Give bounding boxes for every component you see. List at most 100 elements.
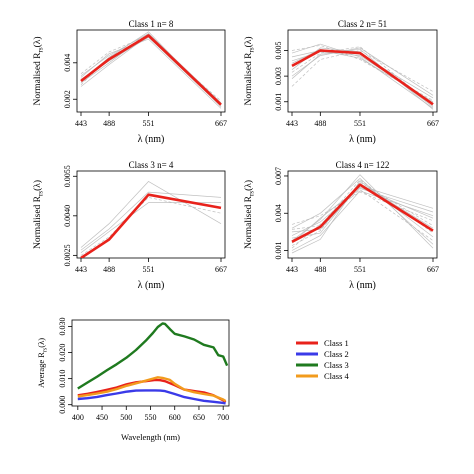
mean-spectrum-line — [291, 49, 434, 106]
y-axis-label: Normalised Rrs(λ) — [243, 36, 256, 105]
legend-label: Class 3 — [324, 360, 349, 370]
series-line-class-2 — [77, 389, 226, 405]
plot-area — [80, 181, 222, 258]
x-tick-label: 500 — [120, 413, 132, 422]
y-tick-label: 0.0040 — [63, 205, 72, 227]
y-tick-label: 0.0025 — [63, 244, 72, 266]
mean-spectrum-line — [80, 193, 222, 258]
y-axis-label-main: Normalised R — [33, 195, 43, 249]
mean-spectrum-line — [80, 34, 222, 106]
x-tick-label: 443 — [75, 265, 87, 274]
x-tick-label: 667 — [427, 265, 439, 274]
individual-spectrum-line — [80, 35, 222, 105]
y-tick-label: 0.0055 — [63, 165, 72, 187]
y-axis-label-subscript: rs — [37, 191, 45, 196]
chart-title: Class 3 n= 4 — [129, 160, 174, 170]
y-tick-label: 0.001 — [274, 93, 283, 111]
chart-title: Class 2 n= 51 — [338, 19, 387, 29]
y-axis-label: Average Rrs(λ) — [36, 338, 49, 388]
x-tick-label: 400 — [72, 413, 84, 422]
individual-spectrum-line — [291, 174, 434, 249]
y-axis-label: Normalised Rrs(λ) — [32, 36, 45, 105]
x-tick-label: 600 — [169, 413, 181, 422]
chart-title: Class 4 n= 122 — [336, 160, 390, 170]
legend-label: Class 1 — [324, 338, 349, 348]
individual-spectrum-line — [291, 186, 434, 244]
y-tick-label: 0.007 — [274, 167, 283, 185]
x-axis-label: Wavelength (nm) — [121, 432, 180, 442]
individual-spectrum-line — [80, 36, 222, 107]
x-tick-label: 550 — [145, 413, 157, 422]
y-axis-label-main: Normalised R — [244, 52, 254, 106]
individual-spectrum-line — [291, 191, 434, 225]
y-axis-label-subscript: rs — [37, 47, 45, 52]
y-tick-label: 0.030 — [58, 318, 67, 336]
x-tick-label: 488 — [103, 265, 115, 274]
series-line-class-3 — [77, 322, 229, 390]
plot-frame — [287, 170, 438, 259]
chart-class-1: Class 1 n= 8 443 488 551 667 λ (nm) 0.002 0.004… — [32, 19, 227, 145]
y-axis-label-main: Normalised R — [33, 52, 43, 106]
plot-area — [291, 43, 434, 110]
y-axis-label-tail: (λ) — [243, 36, 254, 47]
y-axis-label: Normalised Rrs(λ) — [243, 180, 256, 249]
x-tick-label: 667 — [215, 119, 227, 128]
y-axis-label-tail: (λ) — [243, 180, 254, 191]
plot-frame — [287, 29, 438, 113]
y-tick-label: 0.003 — [274, 67, 283, 85]
x-tick-label: 488 — [103, 119, 115, 128]
y-axis-label-subscript: rs — [248, 47, 256, 52]
y-tick-label: 0.001 — [274, 242, 283, 260]
individual-spectrum-line — [80, 181, 222, 248]
individual-spectrum-line — [291, 188, 434, 236]
individual-spectrum-line — [291, 50, 434, 92]
chart-class-4: Class 4 n= 122 443 488 551 667 λ (nm) 0.001 0.0… — [243, 160, 439, 291]
y-axis-label-tail: (λ) — [36, 338, 46, 348]
plot-frame — [76, 170, 226, 259]
individual-spectrum-line — [80, 38, 222, 109]
x-tick-label: 667 — [427, 119, 439, 128]
x-axis-label: λ (nm) — [138, 280, 165, 291]
y-axis-label-main: Average R — [36, 352, 46, 388]
series-line-class-1 — [77, 378, 227, 404]
plot-area — [291, 174, 434, 254]
x-tick-label: 488 — [314, 119, 326, 128]
y-tick-label: 0.004 — [274, 204, 283, 222]
individual-spectrum-line — [80, 31, 222, 107]
plot-area — [77, 322, 229, 405]
chart-class-3: Class 3 n= 4 443 488 551 667 λ (nm) 0.0025 0.00… — [32, 160, 227, 291]
plot-frame — [76, 29, 226, 113]
x-tick-label: 443 — [286, 119, 298, 128]
x-axis-label: λ (nm) — [349, 134, 376, 145]
x-axis-label: λ (nm) — [349, 280, 376, 291]
mean-spectrum-line — [291, 183, 434, 243]
x-tick-label: 667 — [215, 265, 227, 274]
x-tick-label: 488 — [314, 265, 326, 274]
x-tick-label: 551 — [143, 265, 155, 274]
x-tick-label: 551 — [354, 119, 366, 128]
chart-class-2: Class 2 n= 51 443 488 551 667 λ (nm) 0.001 0.00… — [243, 19, 439, 145]
y-axis-label-subscript: rs — [43, 347, 49, 352]
legend-label: Class 2 — [324, 349, 349, 359]
y-axis-label-subscript: rs — [248, 191, 256, 196]
series-line-class-4 — [77, 376, 227, 403]
y-tick-label: 0.002 — [63, 90, 72, 108]
y-axis-label-tail: (λ) — [32, 180, 43, 191]
x-tick-label: 443 — [75, 119, 87, 128]
x-tick-label: 650 — [193, 413, 205, 422]
x-tick-label: 700 — [217, 413, 229, 422]
x-axis-label: λ (nm) — [138, 134, 165, 145]
y-tick-label: 0.004 — [63, 54, 72, 72]
x-tick-label: 551 — [354, 265, 366, 274]
legend-label: Class 4 — [324, 371, 350, 381]
individual-spectrum-line — [291, 190, 434, 251]
individual-spectrum-line — [291, 181, 434, 246]
y-axis-label: Normalised Rrs(λ) — [32, 180, 45, 249]
chart-title: Class 1 n= 8 — [129, 19, 174, 29]
individual-spectrum-line — [80, 35, 222, 104]
individual-spectrum-line — [80, 197, 222, 256]
individual-spectrum-line — [291, 46, 434, 106]
y-tick-label: 0.010 — [58, 370, 67, 388]
